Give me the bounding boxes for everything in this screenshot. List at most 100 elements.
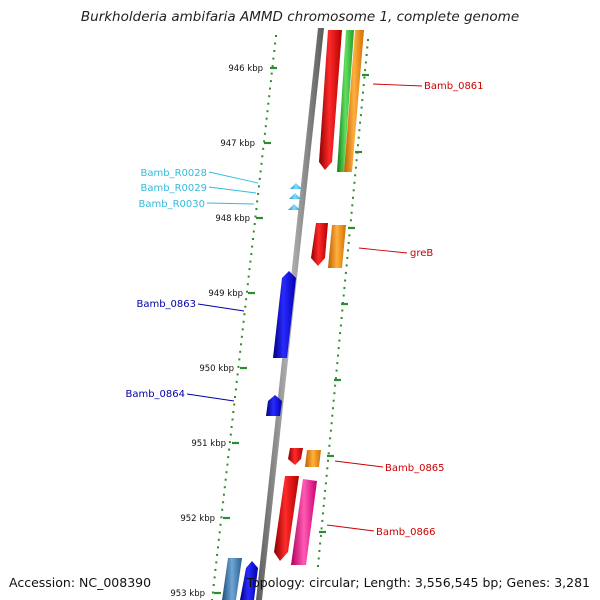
feature-label-bamb0865[interactable]: Bamb_0865 — [385, 463, 445, 474]
tick-dot — [364, 69, 367, 72]
tick-dot — [327, 459, 329, 462]
tick-dot — [339, 332, 342, 335]
tick-dot — [332, 407, 334, 410]
tick-dot — [331, 414, 334, 417]
tick-dot — [327, 452, 330, 455]
tick-dot — [261, 155, 264, 158]
feature-label-bamb0861[interactable]: Bamb_0861 — [424, 81, 484, 92]
gene-bamb0863[interactable] — [273, 271, 296, 358]
tick-dot — [347, 249, 349, 252]
tick-dot — [334, 384, 337, 387]
tick-dot — [241, 328, 244, 331]
tick-dot — [220, 516, 223, 519]
tick-dot — [348, 234, 351, 237]
tick-dot — [362, 84, 365, 87]
tick-dot — [221, 508, 224, 511]
tick-dot — [226, 463, 229, 466]
tick-label-947: 947 kbp — [220, 139, 255, 149]
tick-dot — [211, 591, 214, 594]
tick-dot — [359, 114, 362, 117]
tick-dot — [262, 147, 265, 150]
gene-greb-red[interactable] — [311, 223, 328, 266]
tick-dot — [242, 320, 245, 323]
tick-dot — [365, 54, 368, 56]
tick-dot — [273, 50, 276, 52]
tick-dot — [345, 264, 348, 267]
gene-bamb0866-red[interactable] — [274, 476, 299, 561]
tick-dot — [344, 279, 347, 282]
tick-dot — [249, 260, 252, 263]
tick-dot — [324, 482, 327, 485]
tick-dot — [212, 584, 215, 586]
gene-bamb0861-orange[interactable] — [344, 30, 364, 172]
feature-label-bamb-r0029[interactable]: Bamb_R0029 — [141, 183, 207, 194]
gene-bamb0865-orange[interactable] — [305, 450, 321, 467]
tick-dot — [228, 448, 231, 451]
feature-label-bamb-r0030[interactable]: Bamb_R0030 — [139, 199, 205, 210]
tick-dot — [359, 121, 362, 124]
tick-dot — [253, 223, 256, 225]
tick-dot — [274, 42, 277, 45]
tick-dot — [342, 294, 345, 297]
feature-labels: Bamb_0861 Bamb_R0028 Bamb_R0029 Bamb_R00… — [125, 81, 483, 538]
gene-blue-bottom[interactable] — [240, 561, 258, 600]
gene-bamb-r0030[interactable] — [288, 204, 300, 210]
tick-dot — [363, 76, 366, 79]
tick-label-948: 948 kbp — [215, 214, 250, 224]
gene-bamb-r0028[interactable] — [290, 183, 302, 189]
tick-dot — [362, 91, 364, 94]
tick-dot — [223, 486, 226, 489]
gene-bamb0865-red[interactable] — [288, 448, 303, 465]
tick-dot — [217, 546, 219, 549]
tick-dot — [335, 369, 338, 372]
feature-label-bamb0864[interactable]: Bamb_0864 — [125, 389, 185, 400]
tick-dot — [338, 339, 341, 342]
tick-label-953: 953 kbp — [170, 589, 205, 599]
gene-bamb-r0029[interactable] — [289, 193, 301, 199]
tick-dot — [258, 177, 261, 180]
tick-dot — [330, 422, 333, 425]
tick-dot — [357, 144, 359, 147]
tick-label-946: 946 kbp — [228, 64, 263, 74]
tick-dot — [353, 181, 356, 184]
tick-dot — [352, 189, 355, 192]
scale-ticks: 946 kbp 947 kbp 948 kbp 949 kbp 950 kbp … — [170, 64, 277, 599]
tick-dot — [275, 35, 277, 37]
tick-dot — [231, 418, 234, 421]
tick-dot — [236, 373, 239, 376]
gene-greb-orange[interactable] — [328, 225, 346, 268]
gene-bamb0864[interactable] — [266, 395, 282, 416]
gene-bamb0866-pink[interactable] — [291, 479, 317, 565]
feature-label-bamb-r0028[interactable]: Bamb_R0028 — [141, 168, 207, 179]
tick-dot — [270, 72, 273, 75]
tick-dot — [252, 238, 254, 240]
tick-dot — [326, 467, 329, 470]
gene-bamb0861-red[interactable] — [319, 30, 342, 170]
tick-dot — [337, 354, 339, 357]
tick-dot — [346, 256, 349, 259]
tick-dot — [222, 493, 225, 496]
tick-dot — [217, 538, 220, 541]
label-leader-lines — [186, 83, 423, 532]
tick-dot — [343, 287, 346, 289]
tick-dot — [339, 324, 342, 327]
feature-label-greb[interactable]: greB — [410, 248, 433, 259]
tick-dot — [245, 298, 248, 301]
tick-dot — [235, 380, 238, 383]
feature-label-bamb0866[interactable]: Bamb_0866 — [376, 527, 436, 538]
tick-dot — [355, 159, 358, 162]
tick-dot — [256, 200, 259, 203]
tick-dot — [269, 87, 271, 90]
gene-bamb0861-green[interactable] — [337, 30, 354, 172]
tick-dot — [267, 102, 270, 105]
tick-dot — [269, 80, 272, 83]
tick-dot — [332, 399, 335, 402]
tick-dot — [257, 192, 260, 195]
tick-dot — [318, 550, 321, 552]
feature-label-bamb0863[interactable]: Bamb_0863 — [136, 299, 196, 310]
tick-dot — [328, 444, 331, 447]
tick-dot — [229, 433, 232, 436]
gene-steelblue[interactable] — [222, 558, 242, 600]
tick-dot — [351, 204, 354, 207]
